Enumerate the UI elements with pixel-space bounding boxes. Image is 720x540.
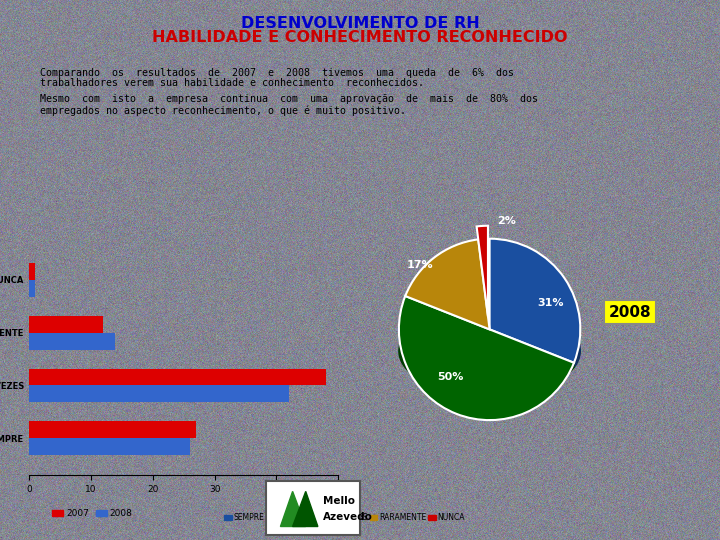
Bar <box>29 280 35 297</box>
Bar <box>29 438 190 455</box>
Text: HABILIDADE E CONHECIMENTO RECONHECIDO: HABILIDADE E CONHECIMENTO RECONHECIDO <box>152 30 568 45</box>
Bar <box>29 386 289 402</box>
Polygon shape <box>281 491 306 526</box>
Text: Mello: Mello <box>323 496 354 506</box>
Text: Mesmo  com  isto  a  empresa  continua  com  uma  aprovação  de  mais  de  80%  : Mesmo com isto a empresa continua com um… <box>40 94 538 105</box>
Text: Azevedo: Azevedo <box>323 512 372 522</box>
Bar <box>29 369 326 386</box>
Text: empregados no aspecto reconhecimento, o que é muito positivo.: empregados no aspecto reconhecimento, o … <box>40 105 405 116</box>
Polygon shape <box>292 491 318 526</box>
Bar <box>29 421 196 438</box>
Bar <box>29 316 103 333</box>
Bar <box>29 263 35 280</box>
Text: 50%: 50% <box>438 372 464 382</box>
Wedge shape <box>405 239 490 329</box>
Polygon shape <box>490 284 580 368</box>
Text: Comparando  os  resultados  de  2007  e  2008  tivemos  uma  queda  de  6%  dos: Comparando os resultados de 2007 e 2008 … <box>40 68 513 78</box>
Bar <box>29 333 115 349</box>
Text: 17%: 17% <box>408 260 433 269</box>
Text: 31%: 31% <box>537 299 563 308</box>
Text: 2008: 2008 <box>608 305 652 320</box>
Wedge shape <box>477 226 488 316</box>
Wedge shape <box>490 239 580 363</box>
Polygon shape <box>405 285 478 334</box>
Text: trabalhadores verem sua habilidade e conhecimento  reconhecidos.: trabalhadores verem sua habilidade e con… <box>40 78 423 89</box>
Polygon shape <box>399 313 574 396</box>
Legend: SEMPRE, NA MAIORIA DAS VEZES, RARAMENTE, NUNCA: SEMPRE, NA MAIORIA DAS VEZES, RARAMENTE,… <box>221 510 468 525</box>
Legend: 2007, 2008: 2007, 2008 <box>49 505 136 522</box>
Wedge shape <box>399 296 574 420</box>
Text: DESENVOLVIMENTO DE RH: DESENVOLVIMENTO DE RH <box>240 16 480 31</box>
Polygon shape <box>477 271 488 293</box>
Text: 2%: 2% <box>498 217 516 226</box>
